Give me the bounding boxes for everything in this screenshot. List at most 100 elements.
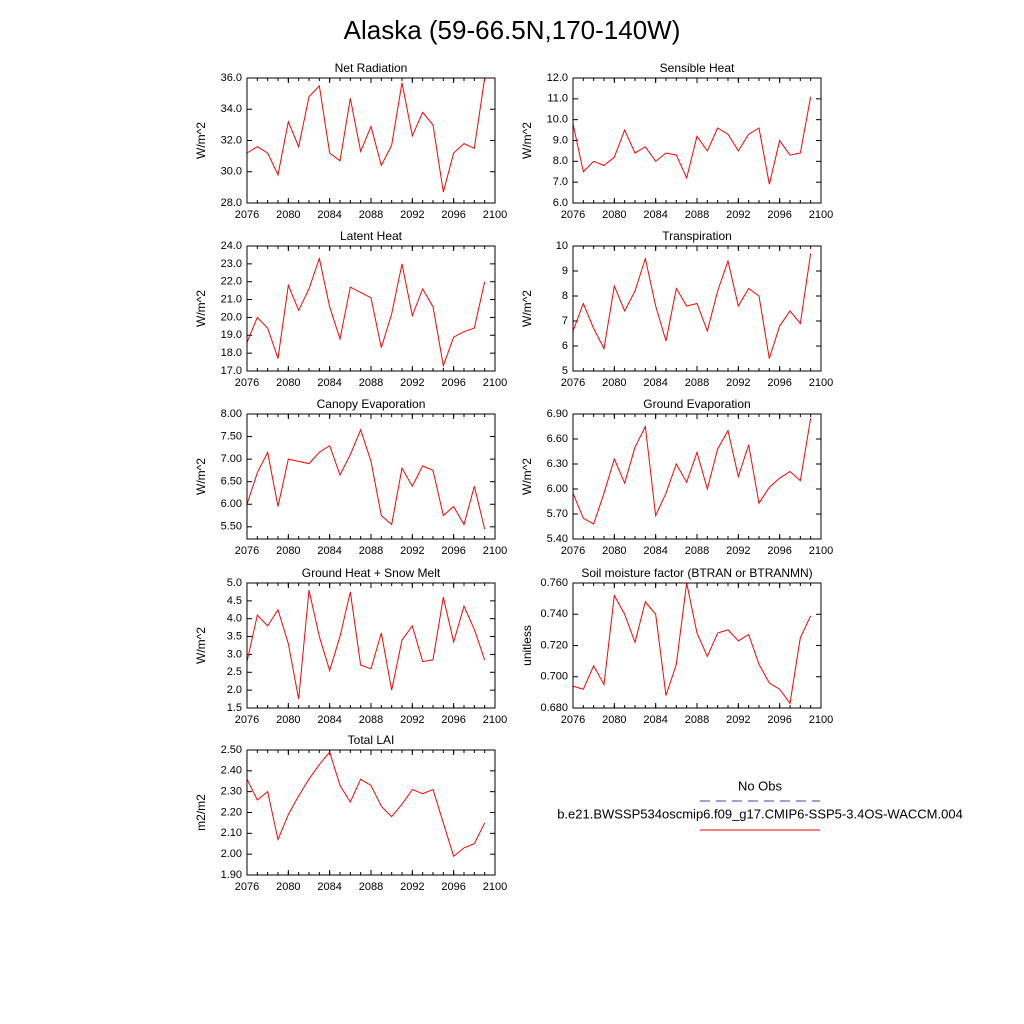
x-tick-label: 2092 — [400, 209, 424, 221]
panel-title: Soil moisture factor (BTRAN or BTRANMN) — [581, 566, 812, 580]
y-tick-label: 0.720 — [540, 639, 568, 651]
y-tick-label: 2.00 — [221, 848, 242, 860]
x-tick-label: 2080 — [276, 881, 300, 893]
x-tick-label: 2080 — [276, 545, 300, 557]
y-tick-label: 5.50 — [221, 521, 242, 533]
x-tick-label: 2092 — [400, 545, 424, 557]
x-tick-label: 2076 — [561, 377, 585, 389]
plot-frame — [246, 582, 496, 709]
y-tick-label: 10 — [556, 240, 568, 252]
x-tick-label: 2092 — [400, 881, 424, 893]
x-tick-label: 2076 — [561, 714, 585, 726]
series-line — [246, 428, 486, 530]
y-tick-label: 2.5 — [227, 666, 242, 678]
y-tick-label: 8.00 — [221, 408, 242, 420]
x-tick-label: 2092 — [726, 714, 750, 726]
plot-frame — [246, 77, 496, 204]
y-tick-label: 36.0 — [221, 72, 242, 84]
x-tick-label: 2088 — [685, 209, 709, 221]
x-tick-label: 2076 — [235, 209, 259, 221]
y-tick-label: 2.20 — [221, 806, 242, 818]
y-axis-label: unitless — [520, 625, 534, 666]
x-tick-label: 2084 — [317, 377, 341, 389]
y-axis-label: m2/m2 — [194, 794, 208, 831]
y-tick-label: 6.00 — [221, 498, 242, 510]
x-tick-label: 2088 — [359, 209, 383, 221]
y-tick-label: 4.5 — [227, 595, 242, 607]
x-tick-label: 2088 — [685, 714, 709, 726]
y-tick-label: 7.50 — [221, 430, 242, 442]
x-tick-label: 2076 — [235, 714, 259, 726]
y-tick-label: 23.0 — [221, 258, 242, 270]
panel-title: Canopy Evaporation — [317, 397, 426, 411]
y-tick-label: 22.0 — [221, 276, 242, 288]
y-tick-label: 2.30 — [221, 786, 242, 798]
y-axis-label: W/m^2 — [520, 290, 534, 327]
plot-frame — [246, 245, 496, 372]
x-tick-label: 2100 — [809, 545, 833, 557]
y-tick-label: 6.0 — [553, 197, 568, 209]
panel-title: Latent Heat — [340, 229, 403, 243]
x-tick-label: 2080 — [276, 377, 300, 389]
series-line — [572, 418, 812, 525]
x-tick-label: 2080 — [602, 377, 626, 389]
plot-frame — [572, 77, 822, 204]
panel-title: Total LAI — [348, 733, 395, 747]
x-tick-label: 2088 — [359, 545, 383, 557]
x-tick-label: 2092 — [726, 545, 750, 557]
panel-title: Ground Evaporation — [643, 397, 750, 411]
panel-title: Net Radiation — [335, 61, 408, 75]
x-tick-label: 2084 — [317, 545, 341, 557]
panel-title: Ground Heat + Snow Melt — [302, 566, 441, 580]
y-tick-label: 6 — [562, 340, 568, 352]
series-line — [246, 751, 486, 858]
y-tick-label: 4.0 — [227, 613, 242, 625]
x-tick-label: 2096 — [441, 209, 465, 221]
x-tick-label: 2084 — [643, 209, 667, 221]
x-tick-label: 2080 — [602, 209, 626, 221]
x-tick-label: 2084 — [317, 714, 341, 726]
y-tick-label: 34.0 — [221, 103, 242, 115]
y-tick-label: 6.00 — [547, 483, 568, 495]
x-tick-label: 2076 — [561, 545, 585, 557]
y-tick-label: 32.0 — [221, 134, 242, 146]
x-tick-label: 2080 — [276, 209, 300, 221]
x-tick-label: 2076 — [235, 881, 259, 893]
x-tick-label: 2084 — [317, 881, 341, 893]
y-tick-label: 11.0 — [547, 93, 568, 105]
plot-frame — [246, 413, 496, 540]
x-tick-label: 2092 — [400, 377, 424, 389]
y-tick-label: 6.60 — [547, 433, 568, 445]
x-tick-label: 2100 — [809, 714, 833, 726]
y-tick-label: 9 — [562, 265, 568, 277]
y-tick-label: 2.10 — [221, 827, 242, 839]
y-tick-label: 5.0 — [227, 577, 242, 589]
x-tick-label: 2080 — [276, 714, 300, 726]
y-tick-label: 5 — [562, 365, 568, 377]
y-tick-label: 0.680 — [540, 702, 568, 714]
x-tick-label: 2096 — [441, 714, 465, 726]
x-tick-label: 2100 — [483, 545, 507, 557]
y-tick-label: 7.0 — [553, 176, 568, 188]
y-tick-label: 19.0 — [221, 329, 242, 341]
x-tick-label: 2096 — [441, 377, 465, 389]
x-tick-label: 2088 — [359, 881, 383, 893]
plot-frame — [572, 245, 822, 372]
panel-title: Transpiration — [662, 229, 732, 243]
y-tick-label: 5.40 — [547, 533, 568, 545]
y-tick-label: 6.30 — [547, 458, 568, 470]
panel-title: Sensible Heat — [660, 61, 735, 75]
x-tick-label: 2084 — [643, 714, 667, 726]
y-tick-label: 1.5 — [227, 702, 242, 714]
series-line — [572, 253, 812, 359]
y-tick-label: 10.0 — [547, 114, 568, 126]
y-tick-label: 30.0 — [221, 166, 242, 178]
y-axis-label: W/m^2 — [194, 122, 208, 159]
figure-title: Alaska (59-66.5N,170-140W) — [344, 15, 681, 45]
y-tick-label: 6.90 — [547, 408, 568, 420]
x-tick-label: 2100 — [483, 881, 507, 893]
y-axis-label: W/m^2 — [520, 122, 534, 159]
x-tick-label: 2096 — [441, 881, 465, 893]
plot-frame — [572, 582, 822, 709]
